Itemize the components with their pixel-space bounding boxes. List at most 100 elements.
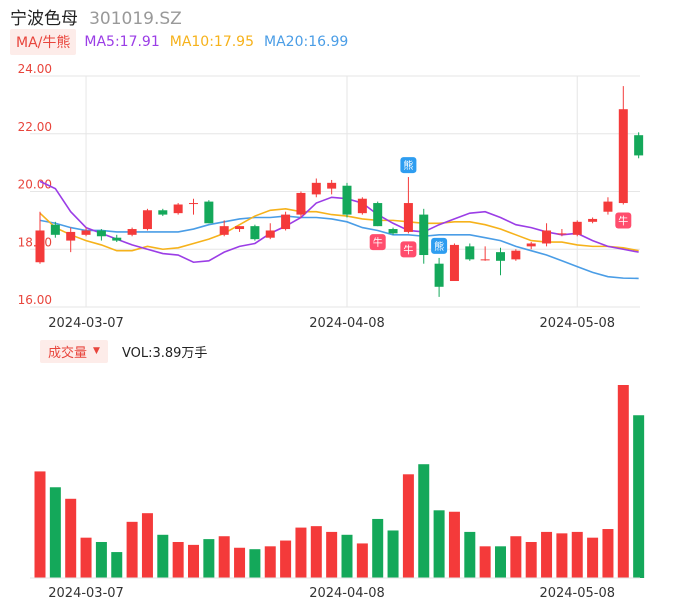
volume-bar [571,531,583,578]
ma20-legend-label: MA20:16.99 [264,34,349,50]
y-tick-label: 18.00 [18,235,52,249]
candle-body [618,109,628,204]
candle-down [50,221,60,238]
candle-body [311,182,321,195]
candle-down [634,132,644,159]
bear-marker-icon: 熊 [400,157,417,174]
candle-up [142,208,152,231]
volume-bar [402,474,414,578]
volume-value: VOL:3.89万手 [121,345,208,361]
marker-badge [369,234,386,251]
volume-bar [188,544,199,578]
ma5-legend-label: MA5:17.91 [84,34,160,50]
candle-body [342,185,352,215]
x-tick-label: 2024-05-08 [539,316,615,330]
ma-legend: MA/牛熊 MA5:17.91 MA10:17.95 MA20:16.99 [10,29,358,55]
candle-down [250,224,260,241]
volume-bar [295,527,307,578]
candle-down [96,229,106,241]
candle-body [542,230,552,244]
candle-up [173,203,183,215]
candle-down [388,227,398,235]
candle-up [480,246,490,261]
stock-name: 宁波色母 [10,9,78,29]
candle-up [281,211,291,231]
candle-body [204,201,214,224]
bull-marker-icon: 牛 [615,212,632,229]
y-tick-label: 20.00 [18,178,52,192]
candle-up [327,179,337,195]
candle-body [588,218,598,222]
candle-up [235,226,245,232]
candle-body [219,226,229,235]
candle-down [204,200,214,224]
volume-bar [448,511,460,578]
volume-bar [633,415,645,578]
candle-body [327,182,337,189]
marker-text: 牛 [373,236,383,249]
candle-body [235,226,245,230]
caret-down-icon: ▼ [93,346,100,356]
volume-bar [141,513,153,578]
volume-bar [617,385,629,578]
candle-down [419,208,429,264]
candle-up [81,227,91,237]
volume-bar [326,531,338,578]
volume-indicator-selector[interactable]: 成交量 ▼ [40,339,108,363]
candle-body [557,233,567,235]
marker-text: 熊 [403,159,413,172]
candle-up [127,227,137,237]
candle-up [265,223,275,240]
candle-body [158,210,168,215]
volume-bar [556,533,568,578]
volume-bar [34,471,46,578]
volume-bar [387,530,399,578]
volume-bar [418,464,430,578]
candle-body [403,203,413,232]
candle-body [373,203,383,227]
volume-bar [510,536,522,578]
price-chart[interactable]: 24.00 22.00 20.00 18.00 16.00 2024-03-07 2024-… [0,0,686,330]
candle-body [173,204,183,214]
candle-down [465,243,475,261]
candle-body [526,243,536,247]
candle-body [96,230,106,237]
marker-badge [615,212,632,229]
y-tick-label: 16.00 [18,293,52,307]
ma-indicator-selector[interactable]: MA/牛熊 [10,29,77,55]
candle-up [219,220,229,237]
candle-up [526,242,536,250]
volume-bar [234,547,246,578]
stock-code: 301019.SZ [89,9,182,29]
marker-text: 熊 [434,240,444,253]
candle-up [189,198,198,215]
volume-bar [356,543,368,578]
volume-bar [126,521,138,578]
candle-up [572,220,582,237]
volume-x-tick-label: 2024-05-08 [539,586,615,601]
candle-body [419,214,429,256]
candle-body [434,263,444,287]
stock-header: 宁波色母 301019.SZ [10,4,182,29]
marker-text: 牛 [618,214,628,227]
candle-up [603,197,613,215]
volume-bar [65,498,77,578]
candle-down [434,257,444,297]
candle-up [588,217,598,224]
volume-bar [464,531,476,578]
y-tick-label: 22.00 [18,120,52,134]
candle-body [603,201,613,212]
candle-body [127,229,137,235]
ma10-line [39,208,639,252]
y-tick-label: 24.00 [18,62,52,76]
candle-up [449,243,459,282]
volume-bar [525,541,537,578]
candle-body [572,221,582,235]
bull-marker-icon: 牛 [369,234,386,251]
candle-body [357,198,367,214]
volume-bar [264,546,276,578]
candle-up [618,86,628,205]
candle-down [112,234,122,243]
candle-down [373,201,383,227]
candle-body [511,250,521,260]
